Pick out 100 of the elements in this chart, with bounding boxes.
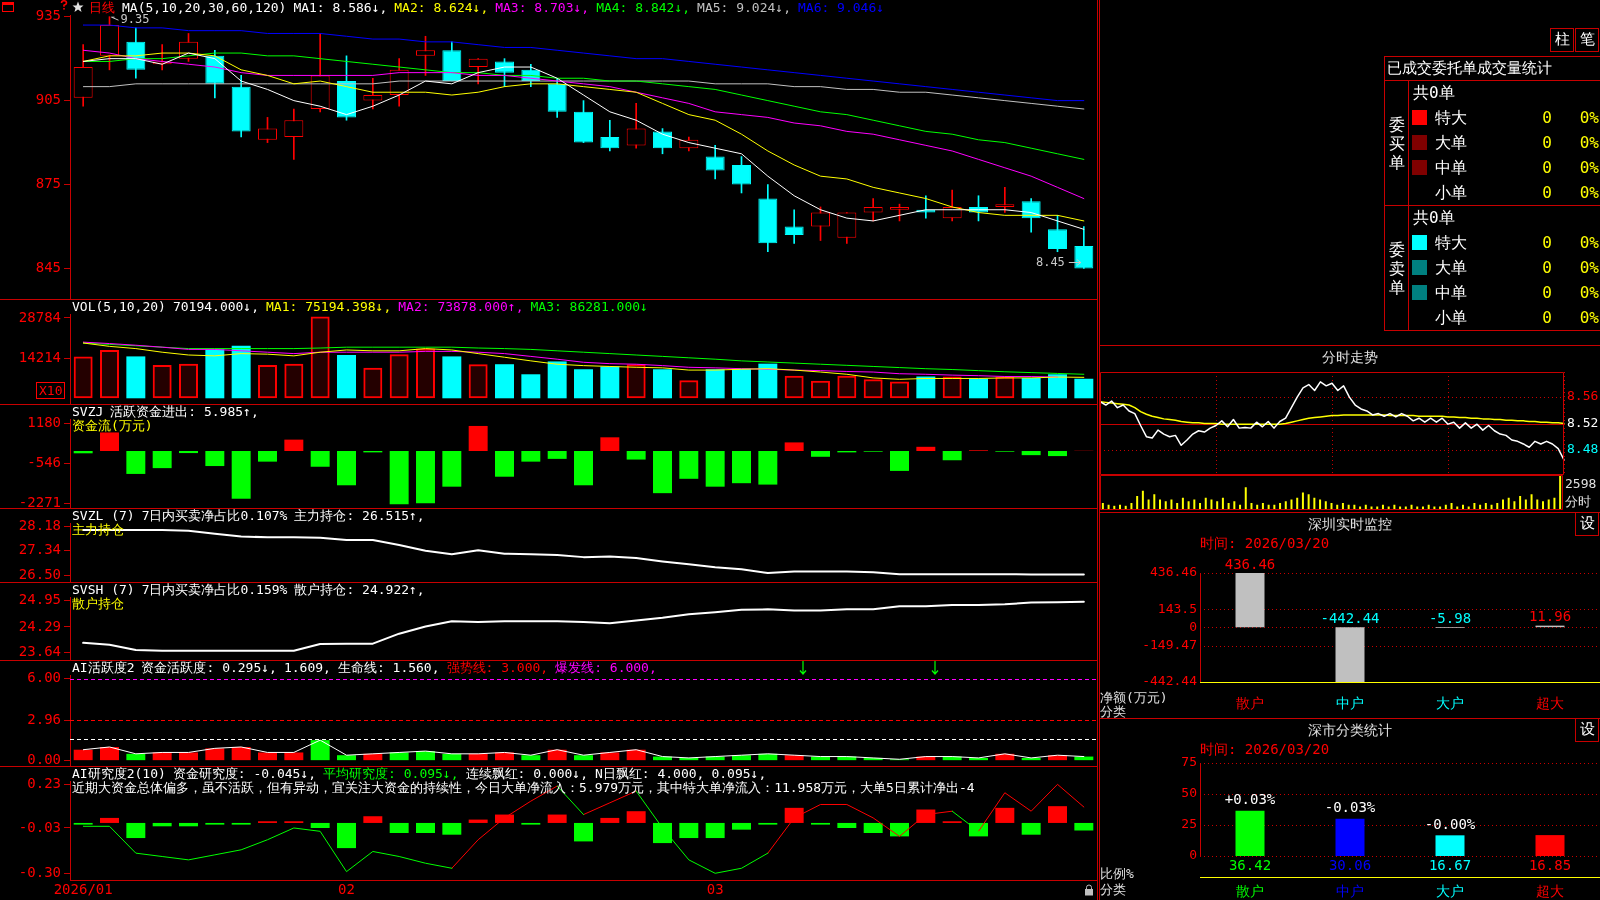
y-tick-label: 25 xyxy=(1181,816,1197,832)
x-tick-label: 03 xyxy=(706,881,724,898)
x-tick-label: 02 xyxy=(338,881,355,898)
y-tick-label: 8.48 xyxy=(1567,441,1599,457)
text: MA2: 8.624↓, xyxy=(394,0,489,15)
y-tick-label: -2271 xyxy=(18,494,61,511)
y-axis-title: 比例% xyxy=(1100,866,1134,881)
y-tick-label: 6.00 xyxy=(27,669,61,686)
text: 散户持仓: 24.922↑, xyxy=(294,582,425,597)
x-tick-label: 中户 xyxy=(1336,883,1364,900)
data-label: 0 xyxy=(1541,257,1553,278)
text: MA4: 8.842↓, xyxy=(596,0,691,15)
data-label: -5.98 xyxy=(1428,609,1472,626)
data-label: 0 xyxy=(1541,132,1553,153)
y-tick-label: 905 xyxy=(35,91,61,108)
data-label: 0% xyxy=(1579,182,1599,203)
annotation: N日飘红: 4.000, xyxy=(594,766,705,781)
data-label: 0% xyxy=(1579,157,1599,178)
legend-label: 委买单 xyxy=(1388,115,1405,172)
y-tick-label: 24.95 xyxy=(18,591,61,608)
chart-title: SVSH (7) xyxy=(72,582,135,597)
ref-line-label: 强势线: 3.000, xyxy=(446,660,549,675)
category-label: 特大 xyxy=(1435,107,1467,128)
chart-title: AI活跃度2 xyxy=(72,660,135,675)
data-label: 0 xyxy=(1541,157,1553,178)
data-label: 0% xyxy=(1579,257,1599,278)
text: 70194.000↓, xyxy=(172,299,260,314)
chart-title: 日线 xyxy=(89,0,115,15)
series-label: 主力持仓: 26.515↑, xyxy=(294,508,425,523)
annotation: +0.03% xyxy=(1224,791,1276,808)
annotation: -0.00% xyxy=(1424,815,1476,832)
y-tick-label: -546 xyxy=(27,454,61,471)
y-tick-label: 28784 xyxy=(18,308,61,325)
y-tick-label: 143.5 xyxy=(1157,600,1197,616)
category-label: 大单 xyxy=(1435,132,1467,153)
y-tick-label: 875 xyxy=(35,175,61,192)
annotation: 7日内买卖净占比0.159% xyxy=(141,582,288,597)
y-tick-label: 2.96 xyxy=(27,710,61,727)
data-label: 0 xyxy=(1541,307,1553,328)
y-tick-label: 75 xyxy=(1181,754,1197,770)
x-tick-label: 散户 xyxy=(1236,883,1264,900)
button: 设 xyxy=(1575,512,1599,536)
text: 资金活跃度: 0.295↓, xyxy=(141,660,277,675)
text: 2598 xyxy=(1565,476,1597,491)
chart-title: 分时走势 xyxy=(1320,349,1379,365)
data-label: 0% xyxy=(1579,232,1599,253)
data-label: 0% xyxy=(1579,307,1599,328)
data-label: 0% xyxy=(1579,107,1599,128)
y-tick-label: 0 xyxy=(1189,847,1197,863)
data-label: 0 xyxy=(1541,182,1553,203)
series-label: 活跃资金进出: 5.985↑, xyxy=(110,404,259,419)
data-label: 0 xyxy=(1541,282,1553,303)
y-tick-label: 1180 xyxy=(27,414,61,431)
text: 共0单 xyxy=(1413,83,1455,103)
ref-line-label: 爆发线: 6.000, xyxy=(555,660,657,675)
chart-title: AI研究度2(10) xyxy=(72,766,166,781)
data-label: 436.46 xyxy=(1224,555,1276,572)
ref-line-label: 生命线: 1.560, xyxy=(337,660,440,675)
text: 分时 xyxy=(1565,494,1591,509)
data-label: 0 xyxy=(1541,232,1553,253)
x-axis-title: 分类 xyxy=(1100,882,1126,897)
button: 设 xyxy=(1575,718,1599,742)
data-label: 30.06 xyxy=(1328,856,1372,873)
annotation: 8.45 xyxy=(1035,254,1065,269)
annotation: 连续飘红: 0.000↓, xyxy=(465,766,588,781)
category-label: 特大 xyxy=(1435,233,1467,252)
category-label: 中单 xyxy=(1435,157,1467,178)
y-tick-label: -0.03 xyxy=(18,818,61,835)
x-tick-label: 大户 xyxy=(1436,883,1464,900)
y-axis-title: X10 xyxy=(36,382,66,399)
data-label: 11.96 xyxy=(1528,608,1572,625)
y-tick-label: 845 xyxy=(35,259,61,276)
legend-label: 委卖单 xyxy=(1388,240,1405,297)
category-label: 小单 xyxy=(1435,182,1467,203)
x-tick-label: 散户 xyxy=(1236,695,1264,712)
button: 柱 xyxy=(1550,28,1574,52)
y-tick-label: 24.29 xyxy=(18,617,61,634)
y-tick-label: 23.64 xyxy=(18,643,61,660)
text: MA6: 9.046↓ xyxy=(797,0,885,15)
chart-title: VOL(5,10,20) xyxy=(72,299,166,314)
y-tick-label: 0.23 xyxy=(27,775,61,791)
category-label: 小单 xyxy=(1435,308,1467,327)
text: MA2: 73878.000↑, xyxy=(398,299,524,314)
category-label: 中单 xyxy=(1435,283,1467,302)
annotation: 7日内买卖净占比0.107% xyxy=(141,508,288,523)
y-tick-label: 28.18 xyxy=(18,517,61,534)
x-tick-label: 超大 xyxy=(1536,695,1564,712)
y-tick-label: -149.47 xyxy=(1142,637,1197,653)
button: 笔 xyxy=(1575,28,1599,52)
y-tick-label: 50 xyxy=(1181,785,1197,801)
text: MA3: 86281.000↓ xyxy=(530,299,648,314)
annotation: 0.095↓, xyxy=(711,766,767,781)
y-tick-label: 27.34 xyxy=(18,541,61,558)
y-tick-label: 0 xyxy=(1189,618,1197,634)
x-tick-label: 中户 xyxy=(1336,695,1364,712)
chart-title: SVZL (7) xyxy=(72,508,135,523)
chart-title: 深圳实时监控 xyxy=(1307,516,1392,532)
y-tick-label: -442.44 xyxy=(1142,673,1198,689)
annotation: 资金研究度: -0.045↓, xyxy=(172,766,317,781)
category-label: 大单 xyxy=(1435,258,1467,277)
